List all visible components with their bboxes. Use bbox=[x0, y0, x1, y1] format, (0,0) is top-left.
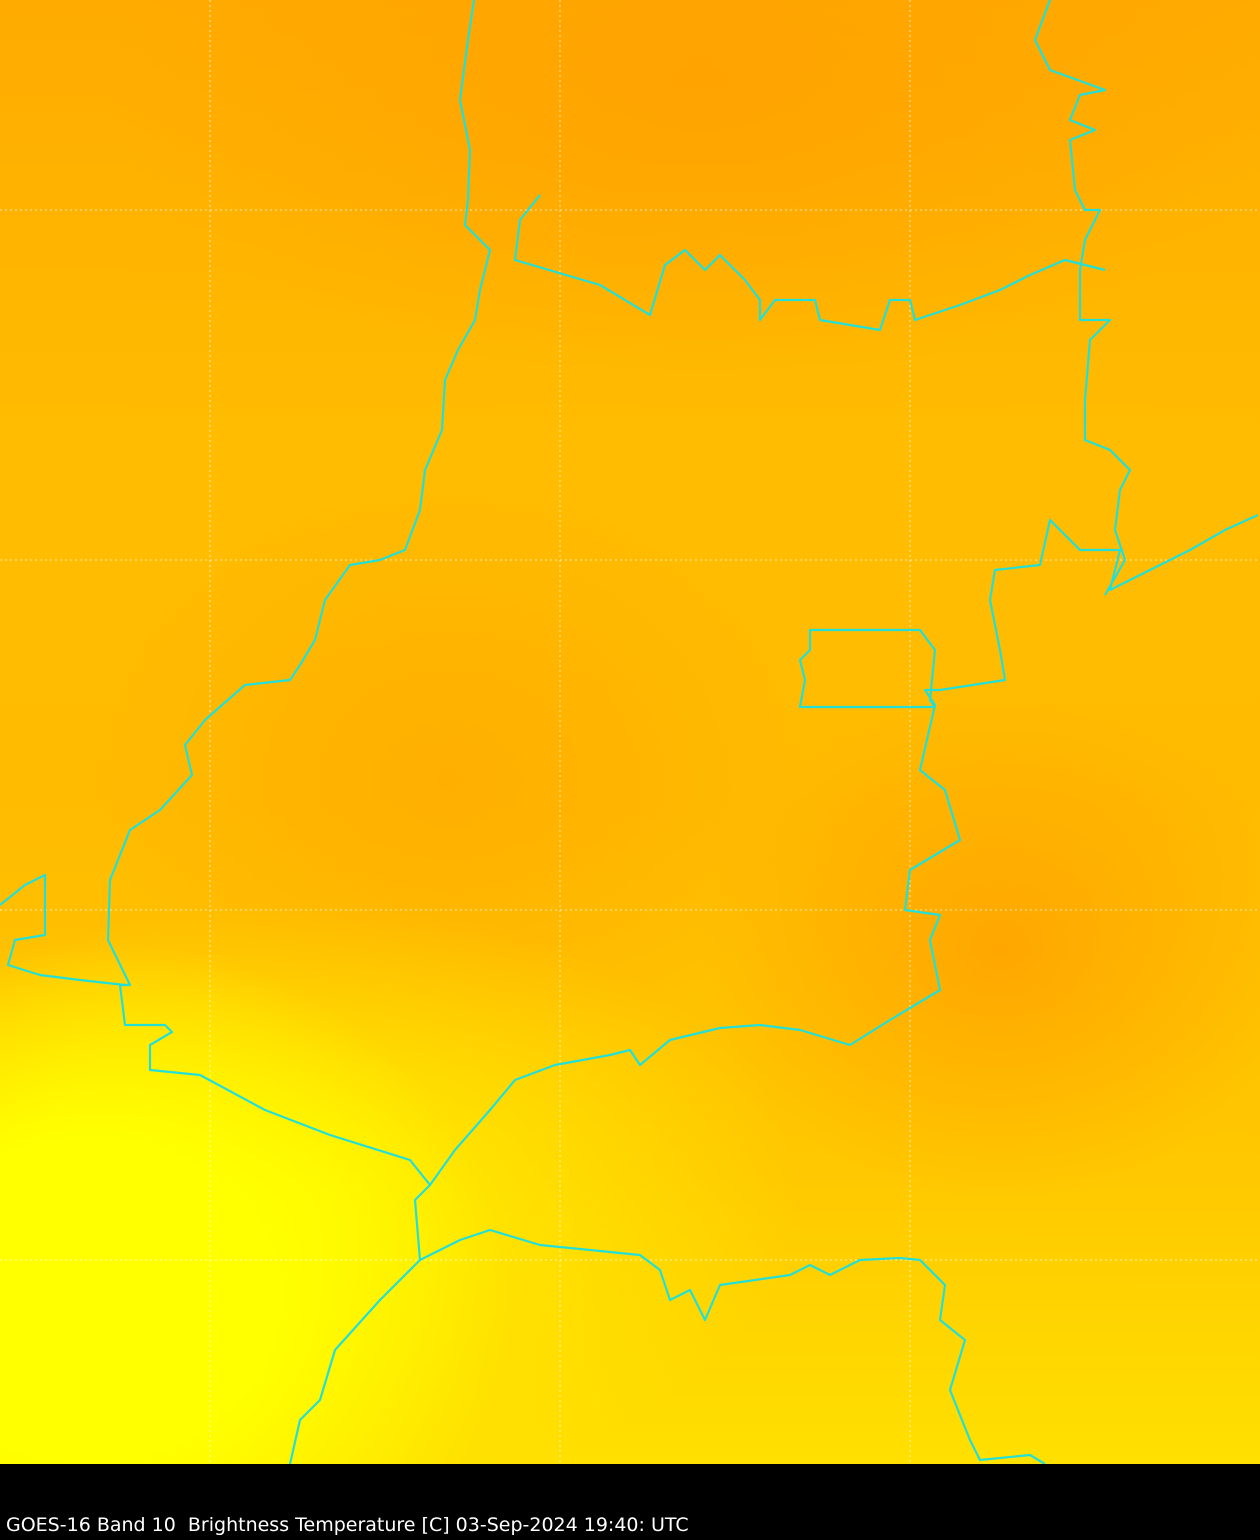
border-west bbox=[106, 0, 492, 1464]
graticule bbox=[0, 0, 1260, 1464]
border-south bbox=[419, 1228, 1046, 1464]
image-caption: GOES-16 Band 10 Brightness Temperature [… bbox=[6, 1514, 689, 1536]
border-south-west bbox=[0, 873, 126, 987]
federal-district-border bbox=[798, 628, 937, 709]
border-north bbox=[513, 194, 1106, 332]
state-borders bbox=[0, 0, 1259, 1464]
border-south-east bbox=[429, 513, 1259, 1186]
border-north-east bbox=[1033, 0, 1132, 596]
map-overlay bbox=[0, 0, 1260, 1464]
